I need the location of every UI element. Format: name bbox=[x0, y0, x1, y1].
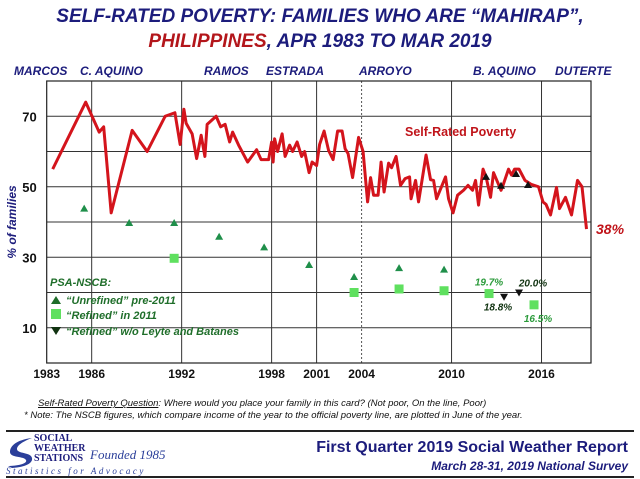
refined-point bbox=[394, 284, 404, 294]
line-marker-point bbox=[482, 172, 491, 180]
president-label: RAMOS bbox=[204, 64, 249, 78]
x-tick-label: 2001 bbox=[303, 367, 330, 381]
self-rated-poverty-line bbox=[51, 100, 588, 230]
refined-point bbox=[484, 289, 494, 299]
question-text: : Where would you place your family in t… bbox=[158, 398, 487, 409]
president-label: ESTRADA bbox=[266, 64, 325, 78]
plot-frame bbox=[46, 80, 592, 364]
sws-logo: SOCIAL WEATHER STATIONS Founded 1985 Sta… bbox=[6, 434, 166, 478]
legend-refined-wo-leyte: “Refined” w/o Leyte and Batanes bbox=[66, 326, 239, 338]
line-marker-point bbox=[497, 181, 506, 189]
legend-refined: “Refined” in 2011 bbox=[66, 310, 157, 322]
sws-logo-icon bbox=[8, 438, 33, 468]
refined-point bbox=[169, 253, 179, 263]
unrefined-point bbox=[305, 261, 314, 269]
x-tick-label: 1986 bbox=[78, 367, 105, 381]
legend-triangle-up-icon bbox=[51, 296, 61, 304]
refined-point bbox=[529, 300, 539, 310]
chart-title-line1: SELF-RATED POVERTY: FAMILIES WHO ARE “MA… bbox=[56, 6, 584, 27]
nscb-note: * Note: The NSCB figures, which compare … bbox=[24, 410, 523, 421]
y-tick-label: 70 bbox=[22, 109, 36, 124]
unrefined-point bbox=[215, 232, 224, 240]
refined-wo-leyte-value-label: 20.0% bbox=[518, 279, 547, 290]
title-period: , APR 1983 TO MAR 2019 bbox=[266, 31, 492, 52]
last-value-label: 38% bbox=[596, 221, 625, 237]
y-tick-label: 10 bbox=[22, 321, 36, 336]
refined-value-label: 16.5% bbox=[524, 314, 552, 325]
x-tick-label: 1983 bbox=[33, 367, 60, 381]
refined-point bbox=[349, 288, 359, 297]
y-tick-label: 50 bbox=[22, 180, 36, 195]
x-tick-label: 2016 bbox=[528, 367, 555, 381]
legend-heading: PSA-NSCB: bbox=[50, 277, 111, 289]
refined-value-label: 19.7% bbox=[475, 278, 503, 289]
president-label: ARROYO bbox=[359, 64, 412, 78]
question-note: Self-Rated Poverty Question: Where would… bbox=[38, 398, 486, 409]
refined-wo-leyte-point bbox=[500, 293, 509, 301]
x-tick-label: 2010 bbox=[438, 367, 465, 381]
logo-tagline: Statistics for Advocacy bbox=[6, 466, 146, 476]
refined-point bbox=[439, 286, 449, 296]
question-label: Self-Rated Poverty Question bbox=[38, 398, 159, 409]
chart: 1983 1986 1992 1998 2001 2004 2010 2016 10 30 50 70… bbox=[5, 80, 625, 381]
y-axis-label: % of families bbox=[5, 185, 19, 259]
unrefined-point bbox=[350, 272, 359, 280]
footer-divider-top bbox=[6, 430, 634, 432]
report-subtitle: March 28-31, 2019 National Survey bbox=[431, 459, 628, 473]
title-country: PHILIPPINES bbox=[148, 31, 267, 52]
refined-wo-leyte-value-label: 18.8% bbox=[484, 303, 512, 314]
x-tick-label: 1998 bbox=[258, 367, 285, 381]
refined-wo-leyte-point bbox=[515, 289, 524, 297]
y-tick-label: 30 bbox=[22, 250, 36, 265]
chart-title-line2: PHILIPPINES, APR 1983 TO MAR 2019 bbox=[0, 31, 640, 53]
logo-founded: Founded 1985 bbox=[90, 447, 166, 462]
line-marker-point bbox=[512, 170, 521, 178]
legend: PSA-NSCB: “Unrefined” pre-2011 “Refined”… bbox=[50, 277, 239, 338]
unrefined-point bbox=[440, 265, 449, 273]
unrefined-point bbox=[260, 243, 269, 251]
footer-divider-bottom bbox=[6, 476, 634, 478]
president-label: B. AQUINO bbox=[473, 64, 536, 78]
series-label: Self-Rated Poverty bbox=[405, 125, 516, 139]
unrefined-point bbox=[170, 219, 179, 227]
line-marker-point bbox=[524, 180, 533, 188]
logo-line: WEATHER bbox=[34, 443, 86, 454]
president-label: MARCOS bbox=[14, 64, 68, 78]
x-tick-label: 2004 bbox=[348, 367, 375, 381]
x-tick-label: 1992 bbox=[168, 367, 195, 381]
logo-line: STATIONS bbox=[34, 453, 84, 464]
president-label: C. AQUINO bbox=[80, 64, 143, 78]
report-title: First Quarter 2019 Social Weather Report bbox=[316, 439, 628, 456]
unrefined-point bbox=[80, 204, 89, 212]
president-label: DUTERTE bbox=[555, 64, 612, 78]
unrefined-point bbox=[125, 219, 134, 227]
logo-line: SOCIAL bbox=[34, 433, 73, 444]
legend-unrefined: “Unrefined” pre-2011 bbox=[66, 295, 176, 307]
unrefined-point bbox=[395, 264, 404, 272]
legend-triangle-down-icon bbox=[51, 327, 61, 335]
legend-square-icon bbox=[51, 309, 61, 319]
